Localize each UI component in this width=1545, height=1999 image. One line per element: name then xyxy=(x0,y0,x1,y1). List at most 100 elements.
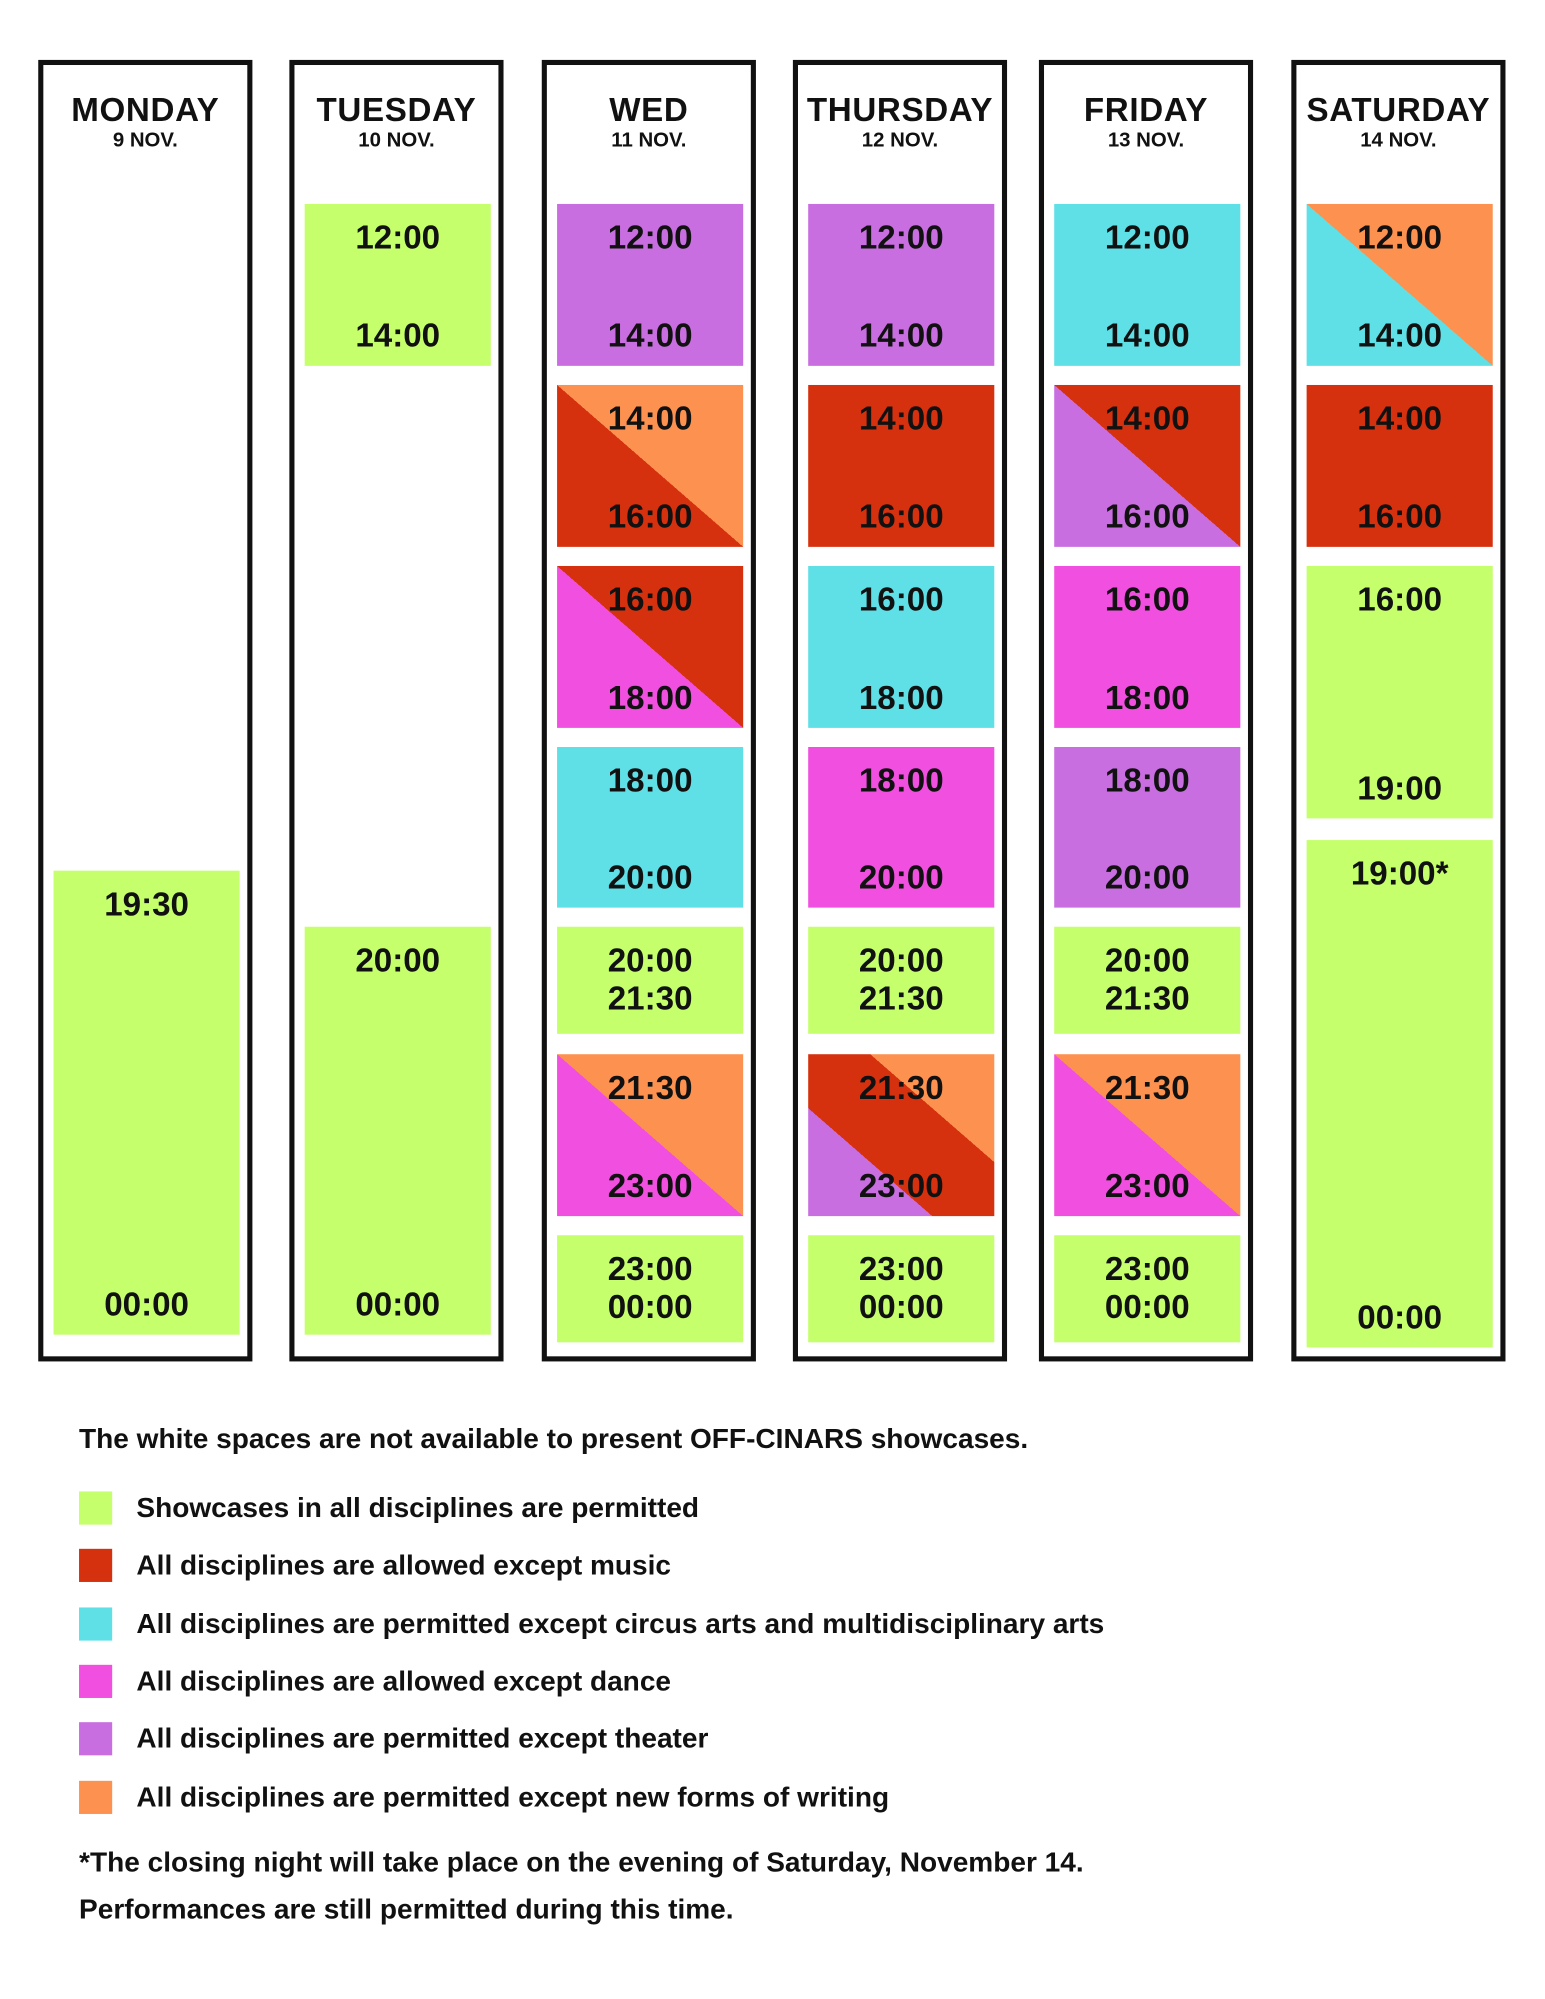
legend-label: All disciplines are allowed except dance xyxy=(136,1664,672,1697)
slot-start: 21:30 xyxy=(1104,1068,1190,1107)
slot-start: 16:00 xyxy=(858,580,944,619)
time-slot: 14:00 16:00 xyxy=(1306,384,1493,547)
time-slot: 20:00 21:30 xyxy=(1054,926,1241,1034)
slot-end: 18:00 xyxy=(607,678,693,717)
day-column: THURSDAY 12 NOV. xyxy=(792,59,1008,1362)
legend-label: All disciplines are allowed except music xyxy=(136,1549,672,1582)
slot-end: 00:00 xyxy=(355,1284,441,1324)
slot-end: 16:00 xyxy=(858,497,944,536)
time-slot: 16:00 19:00 xyxy=(1306,565,1493,819)
time-slot: 12:00 14:00 xyxy=(557,203,744,366)
day-name: MONDAY xyxy=(71,90,220,129)
slot-start: 14:00 xyxy=(607,398,693,438)
slot-start: 23:00 xyxy=(1104,1249,1190,1288)
time-slot: 23:00 00:00 xyxy=(557,1235,744,1343)
slot-end: 16:00 xyxy=(607,497,693,536)
time-slot: 14:00 16:00 xyxy=(808,384,995,547)
legend-label: All disciplines are permitted except the… xyxy=(136,1722,709,1755)
slot-end: 00:00 xyxy=(104,1284,189,1324)
slot-start: 20:00 xyxy=(355,940,441,980)
time-slot: 18:00 20:00 xyxy=(1054,747,1241,908)
slot-end: 14:00 xyxy=(858,316,944,355)
slot-start: 18:00 xyxy=(607,761,693,800)
day-date: 12 NOV. xyxy=(861,130,939,152)
day-column: SATURDAY 14 NOV. xyxy=(1291,59,1506,1362)
legend-label: All disciplines are permitted except new… xyxy=(136,1780,890,1813)
slot-start: 16:00 xyxy=(1104,580,1190,619)
day-column: TUESDAY 10 NOV. xyxy=(289,59,504,1362)
slot-end: 18:00 xyxy=(1104,678,1190,717)
slot-end: 00:00 xyxy=(1357,1297,1443,1336)
legend-swatch xyxy=(79,1722,113,1756)
slot-start: 20:00 xyxy=(607,940,693,980)
time-slot: 16:00 18:00 xyxy=(808,565,995,728)
slot-start: 20:00 xyxy=(858,940,944,980)
slot-start: 23:00 xyxy=(607,1249,693,1288)
slot-start: 16:00 xyxy=(1357,580,1443,619)
slot-end: 00:00 xyxy=(1104,1287,1190,1326)
day-column: WED 11 NOV. xyxy=(541,59,756,1362)
slot-end: 20:00 xyxy=(1104,857,1190,897)
slot-start: 21:30 xyxy=(858,1068,944,1107)
slot-start: 23:00 xyxy=(858,1249,944,1288)
slot-end: 00:00 xyxy=(607,1287,693,1326)
slot-start: 14:00 xyxy=(1104,398,1190,438)
time-slot: 18:00 20:00 xyxy=(557,747,744,908)
slot-start: 14:00 xyxy=(1357,398,1443,438)
time-slot: 21:30 23:00 xyxy=(1054,1054,1241,1217)
slot-end: 21:30 xyxy=(607,979,693,1018)
slot-end: 23:00 xyxy=(858,1166,944,1205)
day-date: 11 NOV. xyxy=(611,130,687,152)
legend-swatch xyxy=(79,1606,113,1641)
day-name: FRIDAY xyxy=(1083,90,1209,129)
time-slot: 12:00 14:00 xyxy=(304,203,491,366)
slot-end: 14:00 xyxy=(607,316,693,355)
slot-start: 18:00 xyxy=(858,761,944,800)
slot-start: 19:00* xyxy=(1350,854,1449,893)
day-column: FRIDAY 13 NOV. xyxy=(1038,59,1254,1362)
time-slot: 12:00 14:00 xyxy=(1306,203,1493,366)
slot-end: 20:00 xyxy=(607,857,693,897)
time-slot: 19:30 00:00 xyxy=(53,870,240,1335)
slot-end: 19:00 xyxy=(1357,768,1443,807)
time-slot: 16:00 18:00 xyxy=(557,565,744,728)
time-slot: 20:00 21:30 xyxy=(808,926,995,1034)
legend-swatch xyxy=(79,1780,113,1814)
day-date: 13 NOV. xyxy=(1107,130,1185,152)
slot-start: 20:00 xyxy=(1104,940,1190,980)
slot-end: 21:30 xyxy=(858,979,944,1018)
time-slot: 14:00 16:00 xyxy=(557,384,744,547)
slot-start: 12:00 xyxy=(1357,217,1443,257)
slot-end: 14:00 xyxy=(355,316,441,355)
footnote: Performances are still permitted during … xyxy=(79,1893,734,1925)
slot-start: 14:00 xyxy=(858,398,944,438)
day-name: WED xyxy=(609,90,689,129)
slot-start: 12:00 xyxy=(355,217,441,257)
slot-end: 23:00 xyxy=(607,1166,693,1205)
time-slot: 20:00 00:00 xyxy=(304,926,491,1335)
time-slot: 16:00 18:00 xyxy=(1054,565,1241,728)
slot-start: 16:00 xyxy=(607,580,693,619)
slot-start: 12:00 xyxy=(607,217,693,257)
day-date: 10 NOV. xyxy=(358,130,435,152)
day-date: 9 NOV. xyxy=(112,130,178,152)
day-name: SATURDAY xyxy=(1306,90,1491,129)
slot-end: 00:00 xyxy=(858,1287,944,1326)
slot-start: 12:00 xyxy=(858,217,944,257)
time-slot: 23:00 00:00 xyxy=(808,1235,995,1343)
slot-end: 21:30 xyxy=(1104,979,1190,1018)
slot-end: 14:00 xyxy=(1104,316,1190,355)
day-name: TUESDAY xyxy=(316,90,477,129)
time-slot: 14:00 16:00 xyxy=(1054,384,1241,547)
time-slot: 19:00* 00:00 xyxy=(1306,840,1493,1348)
slot-end: 23:00 xyxy=(1104,1166,1190,1205)
day-name: THURSDAY xyxy=(806,90,994,129)
time-slot: 21:30 23:00 xyxy=(808,1054,995,1217)
slot-end: 18:00 xyxy=(858,678,944,717)
legend-label: All disciplines are permitted except cir… xyxy=(136,1606,1105,1639)
time-slot: 23:00 00:00 xyxy=(1054,1235,1241,1343)
time-slot: 20:00 21:30 xyxy=(557,926,744,1034)
legend-swatch xyxy=(79,1491,113,1525)
